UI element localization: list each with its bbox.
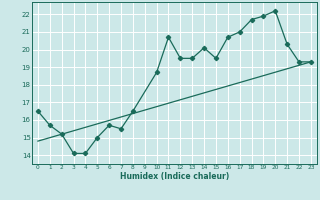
X-axis label: Humidex (Indice chaleur): Humidex (Indice chaleur) [120,172,229,181]
